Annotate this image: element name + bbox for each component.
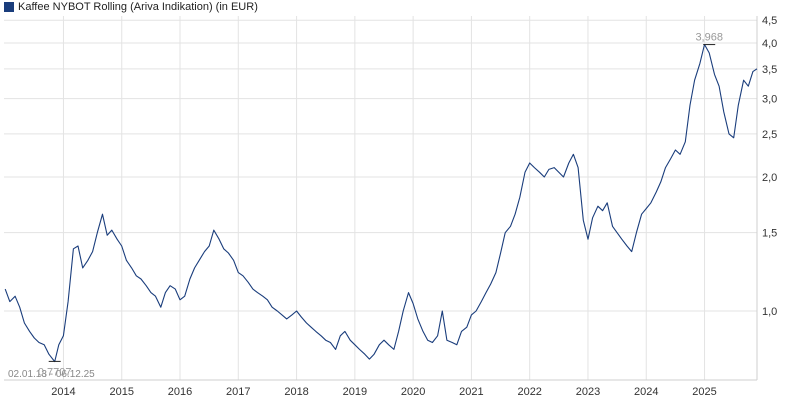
y-tick-label: 4,0 xyxy=(762,38,777,50)
y-tick-label: 3,0 xyxy=(762,94,777,106)
x-tick-label: 2021 xyxy=(459,386,483,398)
x-tick-label: 2017 xyxy=(226,386,250,398)
x-tick-label: 2018 xyxy=(284,386,308,398)
x-tick-label: 2016 xyxy=(168,386,192,398)
y-tick-label: 3,5 xyxy=(762,64,777,76)
date-range-label: 02.01.13 - 06.12.25 xyxy=(8,369,95,380)
legend-swatch xyxy=(4,2,14,12)
y-tick-label: 4,5 xyxy=(762,15,777,27)
y-tick-label: 2,5 xyxy=(762,129,777,141)
x-tick-label: 2024 xyxy=(634,386,658,398)
chart-title: Kaffee NYBOT Rolling (Ariva Indikation) … xyxy=(18,1,258,13)
chart-legend: Kaffee NYBOT Rolling (Ariva Indikation) … xyxy=(4,0,258,14)
min-label: 0,7707 xyxy=(38,366,72,378)
x-tick-label: 2023 xyxy=(576,386,600,398)
y-tick-label: 1,0 xyxy=(762,306,777,318)
x-tick-label: 2025 xyxy=(692,386,716,398)
x-tick-label: 2020 xyxy=(401,386,425,398)
x-tick-label: 2019 xyxy=(343,386,367,398)
series-layer xyxy=(4,43,758,363)
grid-lines xyxy=(4,16,757,380)
y-tick-label: 1,5 xyxy=(762,228,777,240)
max-label: 3,968 xyxy=(695,32,723,44)
chart-axes: 4,5 4,0 3,5 3,0 2,5 2,0 1,5 1,0 2014 2015 2016 2017… xyxy=(4,15,777,398)
x-tick-label: 2014 xyxy=(51,386,75,398)
x-tick-label: 2015 xyxy=(109,386,133,398)
price-series-line xyxy=(4,43,758,363)
annotation-layer: 3,968 0,7707 xyxy=(38,32,723,379)
x-tick-label: 2022 xyxy=(517,386,541,398)
y-tick-label: 2,0 xyxy=(762,172,777,184)
